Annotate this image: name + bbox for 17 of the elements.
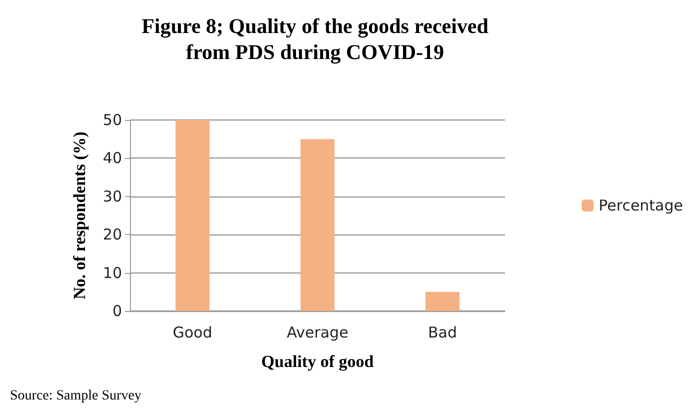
chart-title: Figure 8; Quality of the goods received from PDS during COVID-19 <box>142 14 489 64</box>
y-tick-label: 50 <box>102 111 122 129</box>
x-tick-label: Average <box>286 324 348 342</box>
source-note: Source: Sample Survey <box>10 388 142 404</box>
bar <box>426 292 460 311</box>
y-tick-label: 0 <box>112 302 122 320</box>
bar <box>300 139 334 311</box>
x-tick-label: Bad <box>428 324 458 342</box>
x-axis-title: Quality of good <box>261 352 374 371</box>
y-tick-label: 10 <box>102 264 122 282</box>
y-axis-title: No. of respondents (%) <box>70 132 89 300</box>
y-tick-label: 30 <box>102 187 122 206</box>
x-tick-label: Good <box>172 324 212 342</box>
y-tick-label: 20 <box>102 226 122 244</box>
bar <box>176 120 210 311</box>
legend-label: Percentage <box>598 196 684 214</box>
y-tick-label: 40 <box>102 149 122 168</box>
